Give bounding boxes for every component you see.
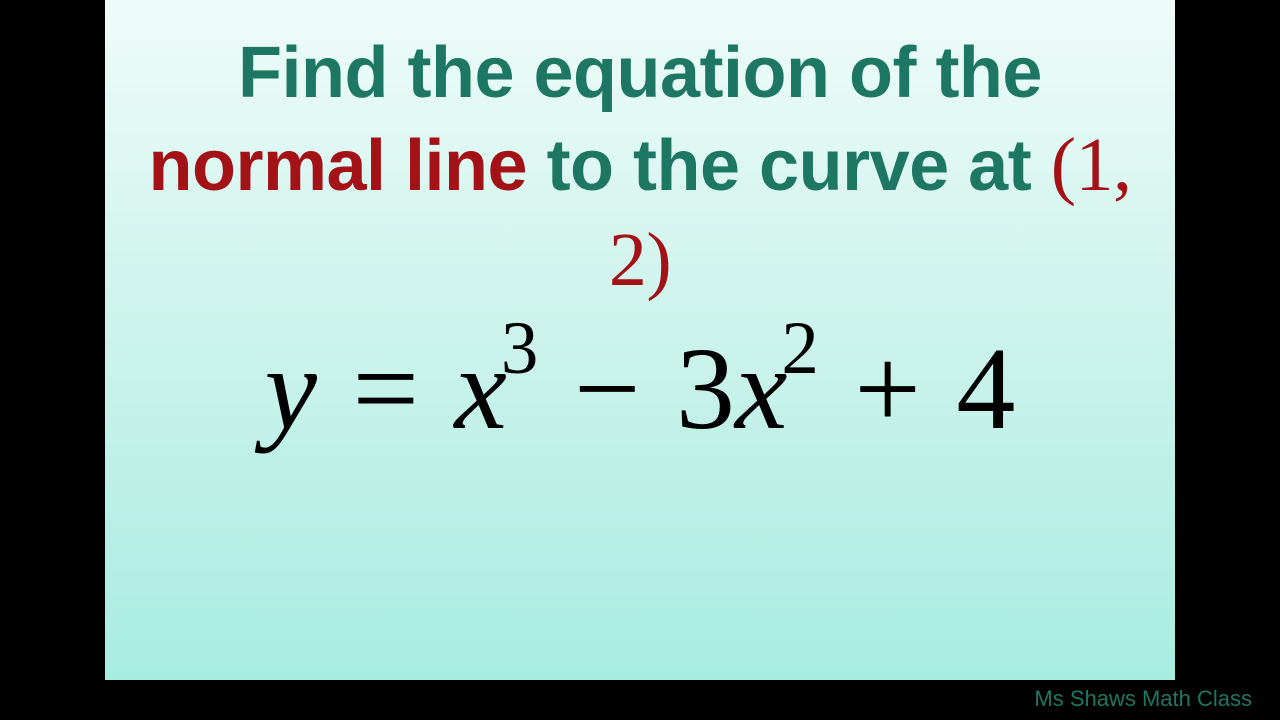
eq-lhs-var: y [265, 323, 317, 454]
eq-t1-var: x [455, 323, 507, 454]
eq-equals: = [323, 323, 449, 454]
problem-heading: Find the equation of the normal line to … [135, 28, 1145, 308]
equation: y = x3 − 3x2 + 4 [135, 330, 1145, 448]
slide-panel: Find the equation of the normal line to … [105, 0, 1175, 680]
eq-t3: 4 [956, 323, 1015, 454]
footer-credit: Ms Shaws Math Class [1034, 686, 1252, 712]
eq-t2-coef: 3 [676, 323, 735, 454]
eq-op1: − [544, 323, 670, 454]
heading-accent: normal line [148, 126, 527, 206]
eq-t2-exp: 2 [781, 307, 819, 390]
eq-t1-exp: 3 [501, 307, 539, 390]
eq-t2-var: x [735, 323, 787, 454]
eq-op2: + [825, 323, 951, 454]
heading-text-2: to the curve at [527, 126, 1051, 206]
heading-text-1: Find the equation of the [238, 33, 1042, 113]
